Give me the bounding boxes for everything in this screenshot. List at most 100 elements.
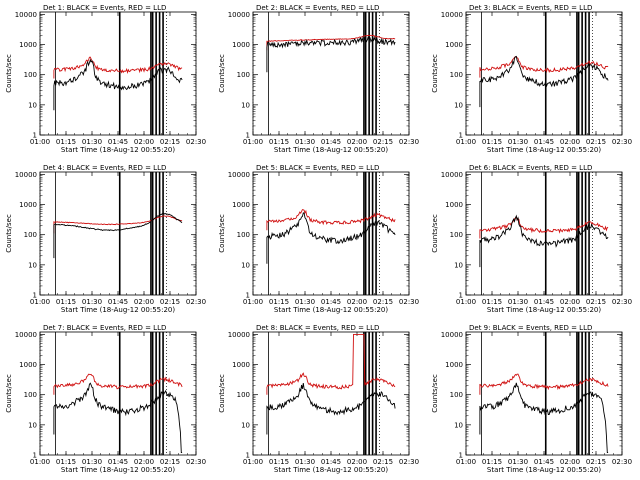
plot-frame xyxy=(252,11,410,136)
lld-series-line xyxy=(266,34,396,51)
x-tick-label: 01:45 xyxy=(534,458,554,466)
x-tick-label: 01:15 xyxy=(269,458,289,466)
chart-title: Det 7: BLACK = Events, RED = LLD xyxy=(43,324,166,332)
detector-panel-9: Det 9: BLACK = Events, RED = LLD 1 10 100 10… xyxy=(426,320,639,480)
x-tick-label: 01:15 xyxy=(269,298,289,306)
x-tick-label: 01:30 xyxy=(508,458,528,466)
x-axis-label: Start Time (18-Aug-12 00:55:20) xyxy=(487,306,601,314)
events-series-line xyxy=(53,212,183,259)
chart-svg: Det 8: BLACK = Events, RED = LLD 1 10 100 10… xyxy=(218,324,419,474)
x-axis-label: Start Time (18-Aug-12 00:55:20) xyxy=(274,146,388,154)
y-tick-label: 1 xyxy=(246,452,250,460)
x-tick-label: 02:00 xyxy=(560,298,580,306)
plot-frame xyxy=(39,331,197,456)
x-tick-label: 01:00 xyxy=(243,458,263,466)
x-tick-label: 01:45 xyxy=(108,458,128,466)
x-tick-label: 01:45 xyxy=(108,138,128,146)
x-axis-label: Start Time (18-Aug-12 00:55:20) xyxy=(487,466,601,474)
x-tick-label: 01:30 xyxy=(82,138,102,146)
x-tick-label: 02:00 xyxy=(347,298,367,306)
x-tick-label: 02:30 xyxy=(186,298,206,306)
x-tick-label: 01:30 xyxy=(82,298,102,306)
x-tick-label: 01:30 xyxy=(508,298,528,306)
x-tick-label: 01:45 xyxy=(534,298,554,306)
y-tick-label: 10000 xyxy=(15,11,37,19)
x-tick-label: 02:00 xyxy=(134,138,154,146)
x-tick-label: 02:15 xyxy=(586,458,606,466)
y-tick-label: 100 xyxy=(237,71,250,79)
x-tick-label: 01:45 xyxy=(321,138,341,146)
lld-series-line xyxy=(266,333,396,395)
x-axis-label: Start Time (18-Aug-12 00:55:20) xyxy=(61,306,175,314)
x-axis-label: Start Time (18-Aug-12 00:55:20) xyxy=(274,306,388,314)
lld-series-line xyxy=(479,373,609,395)
x-tick-label: 01:30 xyxy=(508,138,528,146)
y-tick-label: 1000 xyxy=(445,361,463,369)
x-tick-label: 01:00 xyxy=(456,458,476,466)
x-tick-label: 01:00 xyxy=(30,138,50,146)
plot-frame xyxy=(252,331,410,456)
y-tick-label: 1000 xyxy=(232,201,250,209)
y-tick-label: 1 xyxy=(459,292,463,300)
detector-panel-7: Det 7: BLACK = Events, RED = LLD 1 10 100 10… xyxy=(0,320,213,480)
y-tick-label: 100 xyxy=(450,231,463,239)
chart-title: Det 2: BLACK = Events, RED = LLD xyxy=(256,4,379,12)
y-tick-label: 10000 xyxy=(228,11,250,19)
x-tick-label: 02:30 xyxy=(186,138,206,146)
x-tick-label: 02:30 xyxy=(399,138,419,146)
y-tick-label: 10 xyxy=(454,261,463,269)
y-tick-label: 10000 xyxy=(228,331,250,339)
y-tick-label: 1000 xyxy=(19,361,37,369)
y-tick-label: 10000 xyxy=(441,331,463,339)
x-tick-label: 01:15 xyxy=(56,298,76,306)
chart-svg: Det 9: BLACK = Events, RED = LLD 1 10 100 10… xyxy=(431,324,632,474)
x-axis-label: Start Time (18-Aug-12 00:55:20) xyxy=(61,146,175,154)
x-tick-label: 01:15 xyxy=(482,298,502,306)
chart-svg: Det 1: BLACK = Events, RED = LLD 1 10 100 10… xyxy=(5,4,206,154)
y-axis-label: Counts/sec xyxy=(5,374,13,413)
x-tick-label: 01:15 xyxy=(482,138,502,146)
y-tick-label: 1 xyxy=(33,292,37,300)
detector-panel-1: Det 1: BLACK = Events, RED = LLD 1 10 100 10… xyxy=(0,0,213,160)
x-tick-label: 02:00 xyxy=(560,138,580,146)
y-axis-label: Counts/sec xyxy=(431,214,439,253)
x-tick-label: 02:30 xyxy=(186,458,206,466)
detector-panel-8: Det 8: BLACK = Events, RED = LLD 1 10 100 10… xyxy=(213,320,426,480)
y-tick-label: 10 xyxy=(454,101,463,109)
x-tick-label: 02:30 xyxy=(612,138,632,146)
x-tick-label: 01:45 xyxy=(321,298,341,306)
y-axis-label: Counts/sec xyxy=(5,54,13,93)
y-tick-label: 1000 xyxy=(445,41,463,49)
x-tick-label: 01:30 xyxy=(295,298,315,306)
y-tick-label: 1 xyxy=(459,452,463,460)
x-tick-label: 02:15 xyxy=(373,458,393,466)
y-tick-label: 100 xyxy=(24,71,37,79)
detector-panel-4: Det 4: BLACK = Events, RED = LLD 1 10 100 10… xyxy=(0,160,213,320)
y-tick-label: 100 xyxy=(450,71,463,79)
x-tick-label: 02:15 xyxy=(586,138,606,146)
y-tick-label: 1000 xyxy=(19,201,37,209)
x-tick-label: 02:30 xyxy=(612,298,632,306)
x-tick-label: 02:30 xyxy=(612,458,632,466)
chart-title: Det 4: BLACK = Events, RED = LLD xyxy=(43,164,166,172)
y-tick-label: 1000 xyxy=(19,41,37,49)
x-tick-label: 02:15 xyxy=(160,458,180,466)
plot-frame xyxy=(465,171,623,296)
chart-svg: Det 4: BLACK = Events, RED = LLD 1 10 100 10… xyxy=(5,164,206,314)
chart-svg: Det 7: BLACK = Events, RED = LLD 1 10 100 10… xyxy=(5,324,206,474)
events-series-line xyxy=(479,214,609,268)
detector-panel-3: Det 3: BLACK = Events, RED = LLD 1 10 100 10… xyxy=(426,0,639,160)
plot-frame xyxy=(465,11,623,136)
y-tick-label: 10 xyxy=(28,101,37,109)
y-tick-label: 1 xyxy=(246,132,250,140)
x-tick-label: 01:15 xyxy=(56,458,76,466)
y-axis-label: Counts/sec xyxy=(431,54,439,93)
x-tick-label: 02:15 xyxy=(586,298,606,306)
events-series-line xyxy=(266,383,396,435)
x-tick-label: 02:00 xyxy=(134,298,154,306)
plot-frame xyxy=(39,171,197,296)
events-series-line xyxy=(479,382,609,454)
plot-frame xyxy=(465,331,623,456)
y-tick-label: 10 xyxy=(241,261,250,269)
y-tick-label: 10000 xyxy=(15,331,37,339)
